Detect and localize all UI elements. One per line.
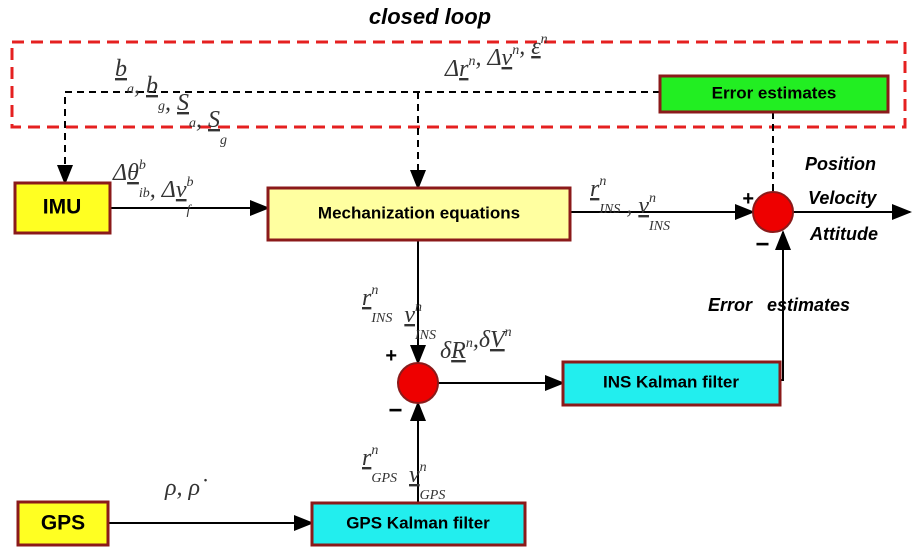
math-label: ρ, ρ̇ <box>164 475 207 501</box>
superscript: n <box>541 32 548 47</box>
math-label: rn INS , vn INS <box>590 174 670 234</box>
superscript: n <box>420 460 427 475</box>
sign: − <box>755 231 769 258</box>
superscript: n <box>505 325 512 340</box>
block-label: Error estimates <box>712 83 837 102</box>
subscript: f <box>187 203 193 218</box>
block-label: GPS <box>41 512 85 535</box>
symbol: r <box>362 445 372 471</box>
symbol: , Δ <box>475 45 501 71</box>
symbol: , <box>134 73 146 99</box>
output-label: Position <box>805 154 876 174</box>
symbol: r <box>362 285 372 311</box>
math-label: Δθb ib, Δvb f <box>112 158 194 218</box>
output-label: Velocity <box>808 188 877 208</box>
subscript: ib <box>139 186 150 201</box>
block-label: INS Kalman filter <box>603 372 739 391</box>
closed-loop-frame <box>10 40 907 129</box>
superscript: n <box>466 336 473 351</box>
output-label: Attitude <box>809 224 878 244</box>
superscript: n <box>468 54 475 69</box>
symbol: S <box>208 107 220 133</box>
dashed-line <box>57 91 660 185</box>
superscript: b <box>187 175 194 190</box>
symbol: ρ̇ <box>188 475 208 501</box>
symbol: v <box>176 177 187 203</box>
symbol: , <box>165 90 177 116</box>
superscript: n <box>371 443 378 458</box>
symbol: , <box>519 34 531 60</box>
symbol: b <box>115 56 127 82</box>
superscript: n <box>371 283 378 298</box>
subscript: INS <box>648 219 670 234</box>
sign: − <box>388 397 402 424</box>
math-label: Δrn, Δvn, εn <box>444 32 548 82</box>
math-label: rn INS vn INS <box>362 283 436 343</box>
symbol: r <box>590 176 600 202</box>
superscript: n <box>512 43 519 58</box>
symbol: θ <box>127 160 139 186</box>
symbol: ε <box>531 34 541 60</box>
symbol: , <box>620 193 638 219</box>
subscript: INS <box>598 202 620 217</box>
symbol: b <box>146 73 158 99</box>
error-box <box>658 74 890 114</box>
symbol: r <box>459 56 469 82</box>
sign: + <box>742 188 754 210</box>
symbol: S <box>177 90 189 116</box>
superscript: n <box>599 174 606 189</box>
symbol: v <box>502 45 513 71</box>
side-label: Error estimates <box>708 295 850 315</box>
math-label: rn GPS vn GPS <box>362 443 445 503</box>
block-label: GPS Kalman filter <box>346 513 490 532</box>
sign: + <box>385 345 397 367</box>
sum-node <box>752 191 794 233</box>
symbol: v <box>638 193 649 219</box>
symbol: ρ <box>164 475 177 501</box>
gps-kf-box <box>310 501 527 547</box>
superscript: n <box>649 191 656 206</box>
block-label: Mechanization equations <box>318 203 520 222</box>
title: closed loop <box>369 4 491 29</box>
symbol: δ <box>440 338 452 364</box>
symbol: Δ <box>444 56 459 82</box>
subscript: g <box>220 133 227 148</box>
math-label: δRn,δVn <box>440 325 512 364</box>
symbol: v <box>409 462 420 488</box>
imu-box <box>13 181 112 235</box>
symbol: R <box>450 338 466 364</box>
symbol: , <box>196 107 208 133</box>
math-label: ba, bg, Sa, Sg <box>115 56 227 148</box>
symbol: , <box>177 475 189 501</box>
subscript: a <box>127 82 134 97</box>
sum-node <box>397 362 439 404</box>
subscript: GPS <box>371 471 397 486</box>
symbol: Δ <box>112 160 127 186</box>
mech-box <box>266 186 572 242</box>
subscript: INS <box>370 311 392 326</box>
subscript: a <box>189 116 196 131</box>
gps-box <box>16 500 110 547</box>
subscript: INS <box>414 328 436 343</box>
symbol: , Δ <box>150 177 176 203</box>
block-label: IMU <box>43 196 82 219</box>
symbol <box>392 302 404 328</box>
symbol: ,δ <box>473 327 491 353</box>
symbol: v <box>404 302 415 328</box>
subscript: GPS <box>420 488 446 503</box>
symbol <box>397 462 409 488</box>
subscript: g <box>158 99 165 114</box>
superscript: b <box>139 158 146 173</box>
symbol: V <box>490 327 507 353</box>
superscript: n <box>415 300 422 315</box>
ins-kf-box <box>561 360 782 407</box>
